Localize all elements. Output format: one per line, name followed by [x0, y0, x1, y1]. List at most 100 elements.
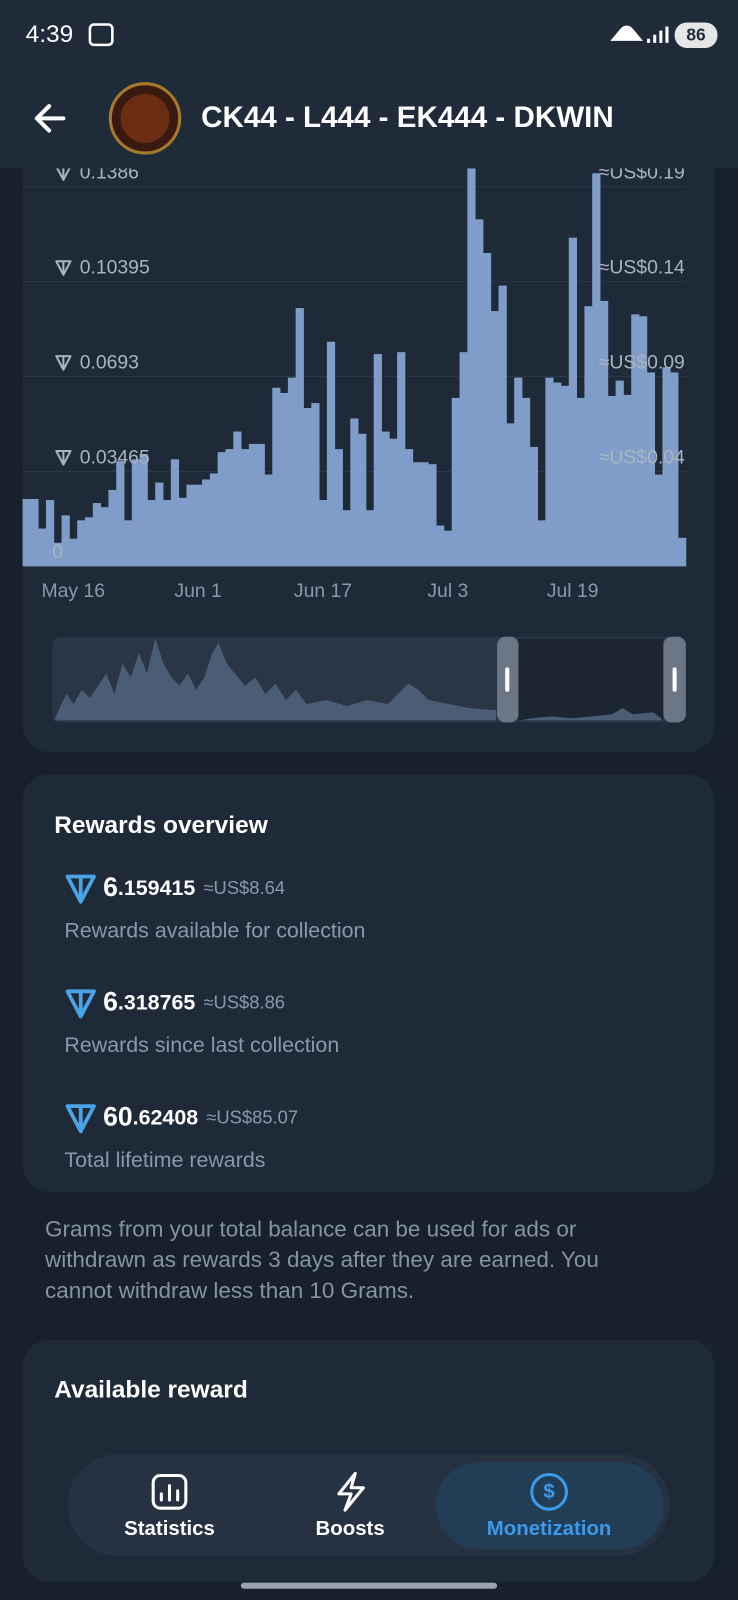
- tab-statistics[interactable]: Statistics: [124, 1473, 215, 1540]
- bar: [38, 528, 47, 567]
- bar: [264, 474, 273, 567]
- bar: [178, 497, 187, 567]
- bar: [662, 367, 671, 567]
- bar: [61, 515, 70, 567]
- tab-icon-bars: [159, 1484, 180, 1502]
- tab-monetization[interactable]: $ Monetization: [487, 1472, 612, 1540]
- footnote-line: Grams from your total balance can be use…: [45, 1217, 577, 1242]
- tab-label: Boosts: [316, 1518, 385, 1540]
- channel-title: CK44 - L444 - EK444 - DKWIN: [201, 101, 614, 134]
- bar: [287, 377, 297, 567]
- bar: [280, 392, 289, 567]
- bar: [482, 253, 492, 567]
- ton-icon: [55, 260, 72, 276]
- amount-usd: ≈US$85.07: [206, 1106, 298, 1127]
- navigator-window: [518, 638, 664, 721]
- reward-caption: Rewards since last collection: [64, 1033, 339, 1057]
- handle-grip: [672, 667, 677, 692]
- bar: [576, 397, 585, 567]
- bar: [420, 462, 429, 567]
- bar: [241, 449, 250, 567]
- ton-icon: [55, 449, 72, 466]
- footnote: Grams from your total balance can be use…: [44, 1217, 599, 1303]
- chart-card: [22, 102, 715, 753]
- bar: [568, 237, 578, 567]
- status-time: 4:39: [26, 21, 74, 48]
- bar: [607, 395, 617, 567]
- section-title: Available reward: [54, 1376, 248, 1403]
- bar: [428, 464, 437, 567]
- y2-tick-label: ≈US$0.09: [599, 351, 685, 373]
- bar: [529, 446, 538, 567]
- bar: [639, 316, 648, 567]
- footnote-line: withdrawn as rewards 3 days after they a…: [44, 1247, 599, 1272]
- bar: [108, 489, 117, 567]
- bar: [615, 380, 624, 567]
- y-tick-label: 0.03465: [80, 446, 150, 468]
- amount-whole: 6: [103, 987, 118, 1017]
- bar: [77, 520, 86, 567]
- bar: [116, 461, 125, 567]
- tab-icon: [337, 1471, 365, 1512]
- reward-amount: 6.318765 ≈US$8.86: [103, 987, 285, 1017]
- amount-whole: 60: [103, 1101, 132, 1131]
- bar: [319, 500, 328, 567]
- bar: [256, 443, 265, 567]
- ton-icon: [65, 1104, 96, 1134]
- bar: [498, 285, 507, 567]
- bar: [311, 403, 320, 567]
- reward-amount: 60.62408 ≈US$85.07: [103, 1101, 298, 1131]
- reward-caption: Rewards available for collection: [64, 918, 365, 942]
- handle-grip: [505, 667, 510, 692]
- bar: [436, 525, 445, 567]
- bar: [147, 500, 156, 567]
- y-tick-label: 0.0693: [80, 351, 139, 373]
- bar: [467, 168, 476, 567]
- tab-boosts[interactable]: Boosts: [316, 1471, 385, 1540]
- bar: [225, 449, 234, 567]
- navigator[interactable]: [52, 636, 686, 723]
- y-tick-label: 0.10395: [80, 256, 150, 278]
- tab-icon: [151, 1473, 188, 1510]
- bar: [537, 520, 546, 567]
- x-tick-label: Jun 1: [174, 580, 221, 602]
- amount-usd: ≈US$8.64: [203, 877, 285, 898]
- bar: [381, 431, 390, 567]
- bar: [22, 498, 31, 567]
- bar: [30, 498, 39, 567]
- amount-fraction: .318765: [118, 990, 195, 1014]
- bar: [217, 452, 226, 567]
- navigator-window-overview: [520, 708, 662, 721]
- bar: [100, 507, 109, 567]
- tab-label: Statistics: [124, 1518, 215, 1540]
- ton-icon: [65, 874, 96, 904]
- bar: [506, 423, 515, 567]
- bar: [373, 354, 382, 567]
- x-tick-label: Jul 3: [427, 580, 468, 602]
- back-button[interactable]: [34, 104, 66, 133]
- bar: [553, 382, 562, 567]
- bar: [45, 500, 55, 567]
- bar: [69, 538, 78, 567]
- bar: [623, 394, 632, 567]
- rewards-card: [22, 774, 715, 1192]
- bar: [412, 462, 421, 567]
- bar: [443, 530, 453, 567]
- bar: [514, 377, 523, 567]
- bar: [451, 397, 460, 567]
- tab-icon: [530, 1472, 568, 1511]
- chart: 00.034650.06930.103950.1386≈US$0.04≈US$0…: [22, 162, 687, 602]
- bar: [194, 484, 203, 567]
- bar: [389, 438, 398, 567]
- bar: [584, 306, 593, 567]
- bar: [170, 459, 180, 567]
- bar: [670, 372, 679, 567]
- tab-active-bg: [435, 1462, 664, 1549]
- bar: [326, 341, 336, 567]
- bar: [358, 433, 367, 567]
- bar: [342, 510, 351, 567]
- avatar-inner: [120, 93, 170, 143]
- section-title: Rewards overview: [54, 812, 268, 839]
- bar: [631, 314, 640, 567]
- amount-fraction: .62408: [133, 1105, 199, 1129]
